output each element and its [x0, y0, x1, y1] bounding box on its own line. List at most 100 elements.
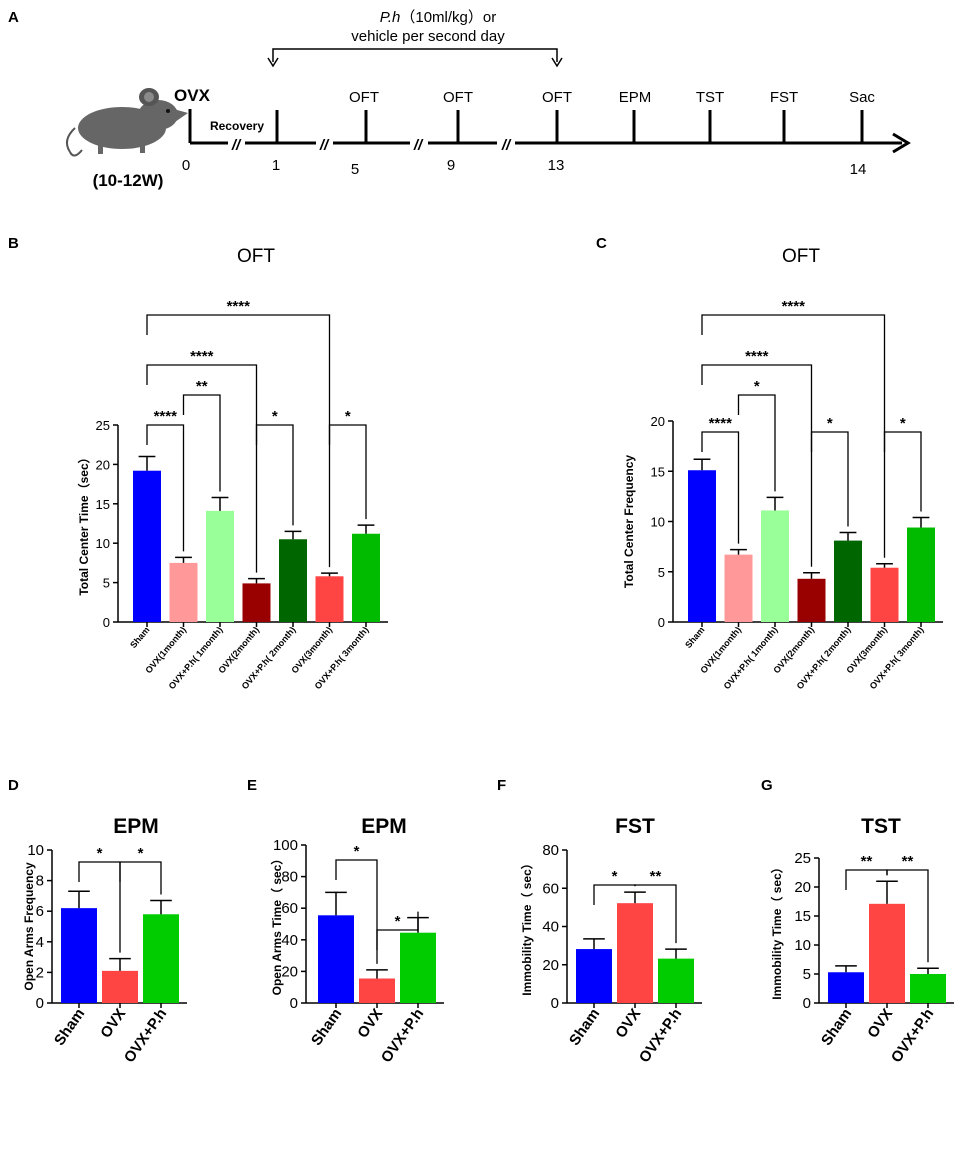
category-label: Sham — [308, 1006, 345, 1049]
chart-panel-f: F FST Immobility Time（ sec） 0 20 40 60 80 Sham OV… — [497, 777, 702, 1066]
bar-0 — [318, 915, 354, 1003]
y-tick-label: 5 — [658, 565, 665, 580]
category-label: OVX — [864, 1006, 896, 1042]
significance-bracket — [701, 314, 886, 558]
y-tick-label: 4 — [36, 934, 44, 951]
significance-label: ** — [196, 378, 208, 395]
test-label-tst: TST — [696, 89, 724, 106]
y-tick-label: 80 — [542, 842, 559, 859]
mouse-illustration — [65, 88, 188, 157]
bar-0 — [828, 972, 864, 1003]
day-label-5: 5 — [351, 161, 359, 178]
chart-panel-g: G TST Immobility Time（ sec） 0 5 10 15 20 25 Sham O… — [761, 777, 954, 1066]
y-tick-label: 20 — [96, 457, 110, 472]
y-axis-label: Open Arms Time（ sec） — [269, 853, 284, 996]
significance-label: * — [345, 408, 351, 425]
break-mark-2: // — [319, 137, 330, 154]
y-tick-label: 10 — [27, 842, 44, 859]
significance-label: **** — [709, 415, 733, 432]
significance-label: * — [97, 845, 103, 862]
y-tick-label: 5 — [103, 576, 110, 591]
significance-bracket — [737, 394, 776, 492]
significance-bracket — [883, 431, 922, 512]
chart-panel-b: B OFT Total Center Time（sec） 0 5 10 15 20 25 Sham… — [8, 235, 388, 691]
bar-1 — [617, 903, 653, 1003]
bar-1 — [869, 903, 905, 1003]
day-label-1: 1 — [272, 157, 280, 174]
category-label: OVX — [97, 1006, 129, 1042]
panel-label-g: G — [761, 777, 773, 794]
y-tick-label: 5 — [803, 966, 811, 983]
test-label-sac: Sac — [849, 89, 875, 106]
significance-label: * — [900, 415, 906, 432]
panel-label-a: A — [8, 9, 19, 26]
bar-1 — [102, 970, 138, 1003]
chart-title: EPM — [113, 815, 159, 838]
break-mark-1: // — [231, 137, 242, 154]
bar-2 — [658, 958, 694, 1003]
bar-3 — [797, 578, 826, 622]
significance-bracket — [146, 314, 331, 568]
chart-title: OFT — [237, 246, 275, 267]
significance-bracket — [701, 364, 813, 567]
test-label-oft-1: OFT — [349, 89, 379, 106]
bar-4 — [834, 540, 862, 622]
bar-2 — [206, 510, 234, 622]
y-tick-label: 80 — [281, 869, 298, 886]
y-tick-label: 20 — [651, 414, 665, 429]
significance-bracket — [328, 424, 367, 520]
chart-title: OFT — [782, 246, 820, 267]
y-tick-label: 40 — [281, 932, 298, 949]
bar-1 — [724, 554, 753, 622]
significance-bracket — [593, 884, 636, 905]
y-tick-label: 20 — [281, 963, 298, 980]
y-tick-label: 0 — [290, 995, 298, 1012]
ovx-label: OVX — [174, 86, 211, 105]
bar-1 — [169, 562, 198, 622]
bar-6 — [907, 527, 935, 622]
day-label-9: 9 — [447, 157, 455, 174]
significance-bracket — [182, 394, 221, 492]
significance-label: ** — [861, 853, 873, 870]
significance-label: * — [138, 845, 144, 862]
age-label: (10-12W) — [93, 171, 164, 190]
treatment-drug: P.h — [380, 9, 401, 26]
significance-label: * — [395, 913, 401, 930]
treatment-dose: （10ml/kg）or — [400, 9, 496, 26]
chart-title: FST — [615, 815, 655, 838]
category-label: Sham — [818, 1006, 855, 1049]
significance-label: * — [827, 415, 833, 432]
y-tick-label: 15 — [651, 464, 665, 479]
panel-label-f: F — [497, 777, 506, 794]
bar-0 — [576, 949, 612, 1003]
significance-label: **** — [782, 298, 806, 315]
bar-2 — [400, 932, 436, 1003]
category-label: OVX — [612, 1006, 644, 1042]
y-axis-label: Open Arms Frequency — [22, 862, 36, 991]
y-tick-label: 2 — [36, 964, 44, 981]
significance-label: * — [354, 843, 360, 860]
bar-0 — [133, 470, 161, 622]
significance-bracket — [146, 364, 258, 573]
panel-label-d: D — [8, 777, 19, 794]
y-tick-label: 0 — [803, 995, 811, 1012]
treatment-span — [267, 48, 563, 68]
y-tick-label: 60 — [542, 880, 559, 897]
category-label: Sham — [683, 625, 706, 650]
y-tick-label: 6 — [36, 903, 44, 920]
y-tick-label: 25 — [794, 850, 811, 867]
significance-label: **** — [227, 298, 251, 315]
y-tick-label: 8 — [36, 873, 44, 890]
panel-label-e: E — [247, 777, 257, 794]
day-label-13: 13 — [548, 157, 565, 174]
significance-label: * — [612, 868, 618, 885]
bar-1 — [359, 978, 395, 1003]
treatment-line2: vehicle per second day — [351, 28, 505, 45]
y-tick-label: 15 — [96, 497, 110, 512]
y-tick-label: 0 — [658, 615, 665, 630]
test-label-fst: FST — [770, 89, 798, 106]
